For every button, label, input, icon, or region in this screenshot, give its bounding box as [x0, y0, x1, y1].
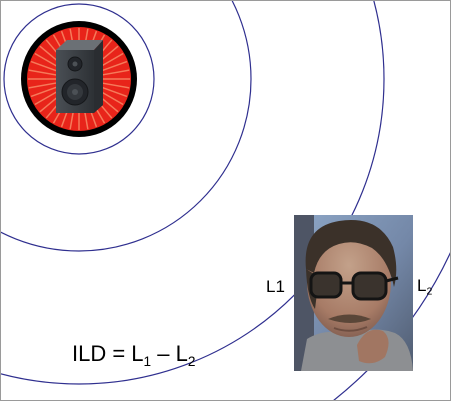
listener-hand	[357, 329, 389, 364]
speaker-badge-ray	[34, 52, 61, 69]
listener-face-photo	[294, 215, 413, 371]
speaker-icon-top	[56, 40, 103, 50]
listener-hair	[305, 220, 397, 287]
ild-formula: ILD = L1 – L2	[72, 341, 196, 369]
listener-glasses-left	[309, 271, 343, 299]
speaker-badge-ray	[99, 85, 128, 98]
speaker-badge-ray	[34, 89, 61, 106]
listener-glasses-right	[351, 271, 388, 301]
right-ear-subscript: 2	[426, 285, 433, 298]
listener-mouth	[333, 326, 368, 332]
listener-moustache	[328, 314, 371, 323]
formula-second-subscript: 2	[187, 353, 196, 369]
speaker-icon-tweeter-center	[72, 61, 78, 67]
speaker-icon-side	[94, 40, 103, 113]
left-ear-index: 1	[275, 277, 285, 296]
right-ear-label: L2	[417, 277, 432, 297]
wavefront-ring-1	[1, 1, 252, 252]
left-ear-label: L1	[266, 278, 285, 295]
speaker-badge	[3, 3, 155, 155]
speaker-badge-outer	[3, 3, 155, 155]
wavefront-ring-2	[1, 1, 385, 385]
speaker-badge-ray	[100, 69, 130, 76]
speaker-icon	[56, 40, 103, 113]
right-ear-letter: L	[417, 276, 427, 295]
speaker-badge-ray	[100, 82, 130, 89]
formula-operator: – L	[151, 341, 188, 366]
speaker-badge-ray	[28, 69, 58, 76]
speaker-badge-ray	[99, 60, 128, 73]
speaker-icon-woofer-center	[72, 89, 78, 95]
speaker-badge-ray	[30, 60, 59, 73]
left-ear-letter: L	[266, 277, 276, 296]
speaker-badge-ray	[30, 85, 59, 98]
listener-glasses	[309, 271, 399, 301]
speaker-badge-ray	[28, 82, 58, 89]
formula-first-subscript: 1	[143, 353, 152, 369]
listener-glasses-arm	[385, 276, 399, 283]
formula-prefix: ILD = L	[72, 341, 144, 366]
